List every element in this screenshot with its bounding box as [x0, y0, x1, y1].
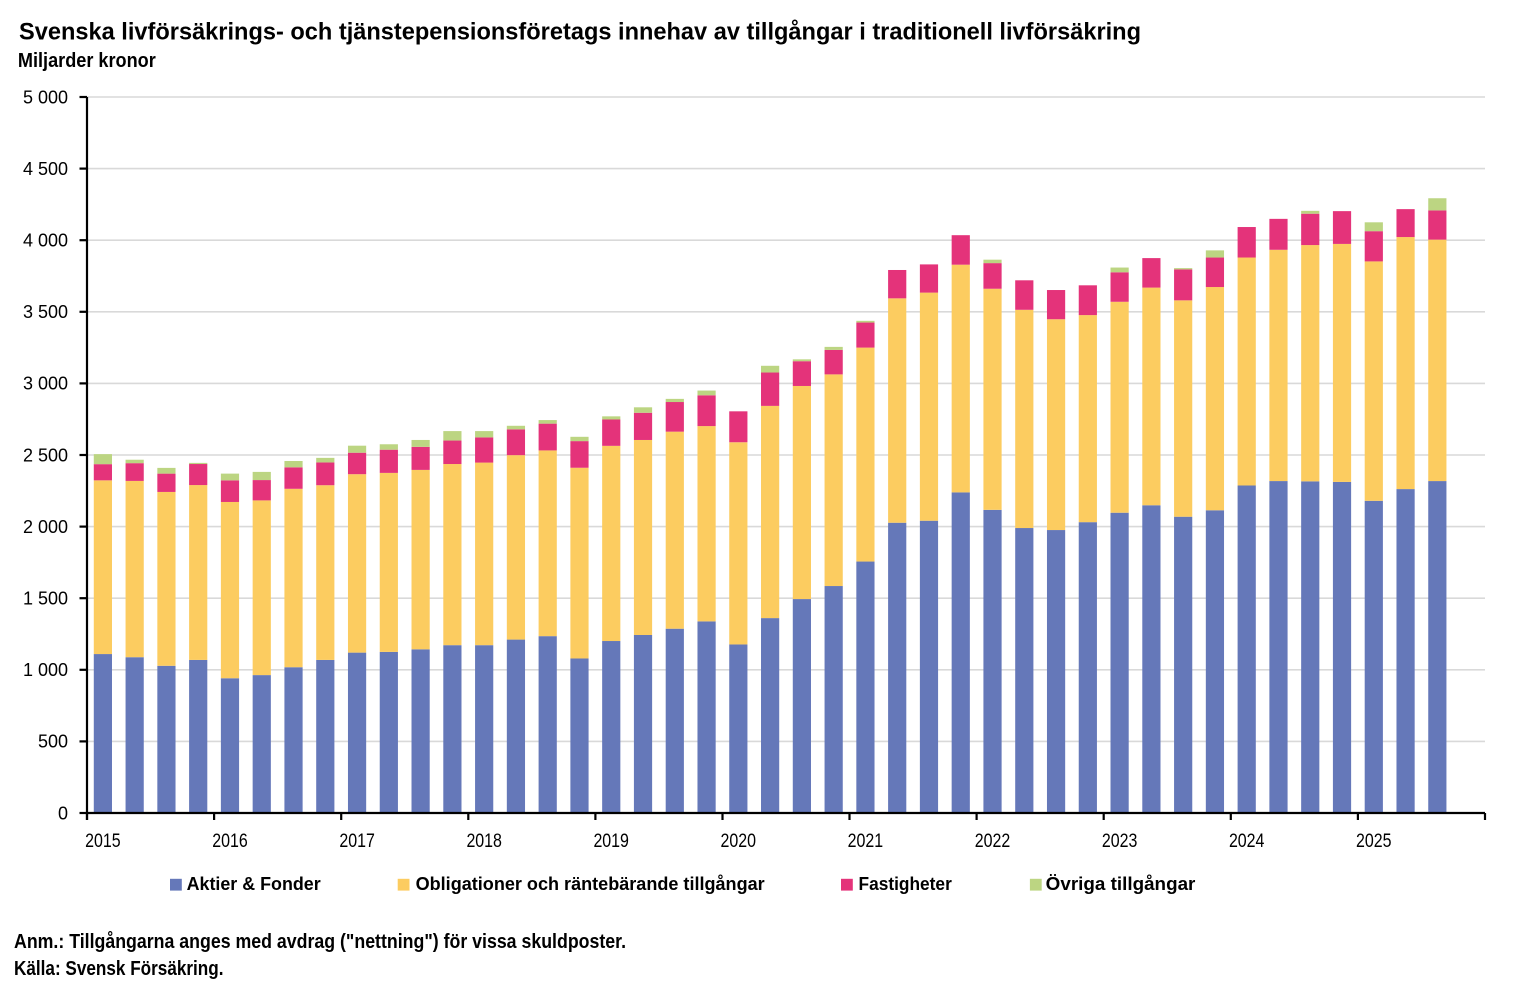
- svg-text:2021: 2021: [848, 831, 884, 852]
- svg-text:2019: 2019: [593, 831, 629, 852]
- svg-text:2 000: 2 000: [23, 517, 68, 537]
- svg-text:500: 500: [38, 732, 68, 752]
- svg-text:Övriga tillgångar: Övriga tillgångar: [1046, 873, 1196, 894]
- svg-text:Svenska livförsäkrings- och tj: Svenska livförsäkrings- och tjänstepensi…: [19, 19, 1141, 46]
- svg-text:4 500: 4 500: [23, 159, 68, 179]
- svg-text:2015: 2015: [85, 831, 121, 852]
- svg-text:2016: 2016: [212, 831, 248, 852]
- svg-text:2024: 2024: [1229, 831, 1265, 852]
- svg-text:1 500: 1 500: [23, 589, 68, 609]
- svg-text:Miljarder kronor: Miljarder kronor: [18, 49, 156, 72]
- svg-text:5 000: 5 000: [23, 87, 68, 107]
- svg-text:3 000: 3 000: [23, 374, 68, 394]
- svg-text:2018: 2018: [466, 831, 502, 852]
- svg-text:Aktier & Fonder: Aktier & Fonder: [187, 873, 321, 894]
- svg-text:Obligationer och räntebärande: Obligationer och räntebärande tillgångar: [416, 873, 765, 894]
- svg-text:2023: 2023: [1102, 831, 1138, 852]
- svg-text:2025: 2025: [1356, 831, 1392, 852]
- svg-text:3 500: 3 500: [23, 302, 68, 322]
- svg-text:2022: 2022: [975, 831, 1011, 852]
- svg-text:2020: 2020: [721, 831, 757, 852]
- svg-text:1 000: 1 000: [23, 660, 68, 680]
- svg-text:Anm.: Tillgångarna anges med a: Anm.: Tillgångarna anges med avdrag ("ne…: [14, 930, 626, 953]
- svg-text:2 500: 2 500: [23, 445, 68, 465]
- svg-text:Fastigheter: Fastigheter: [859, 873, 952, 894]
- svg-text:2017: 2017: [339, 831, 375, 852]
- svg-text:4 000: 4 000: [23, 231, 68, 251]
- svg-text:0: 0: [58, 803, 68, 823]
- svg-text:Källa: Svensk Försäkring.: Källa: Svensk Försäkring.: [14, 957, 224, 980]
